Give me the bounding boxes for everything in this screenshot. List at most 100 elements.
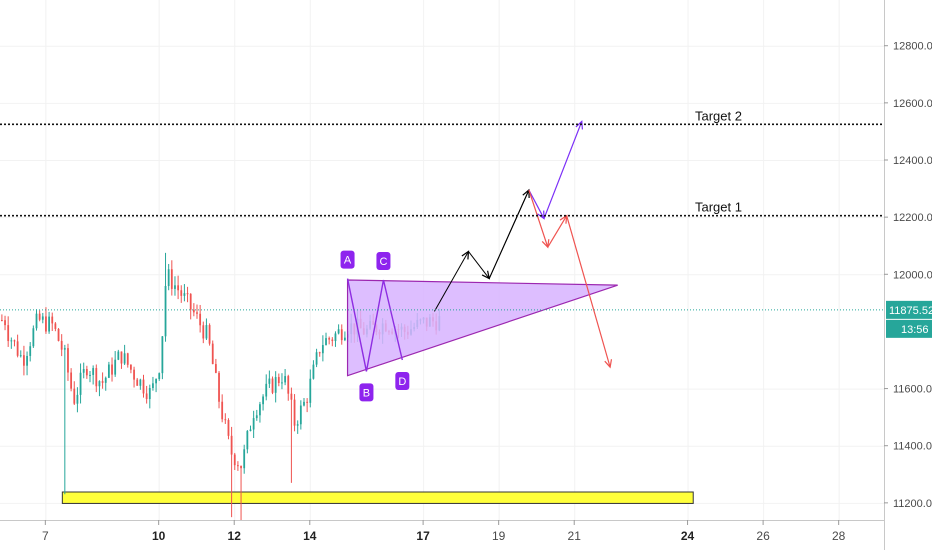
support-zone-rect [61, 491, 694, 504]
pattern-point-badges: A B C D [340, 250, 410, 402]
pattern-badge-c [376, 252, 391, 270]
candle-body [202, 325, 205, 339]
candle-body [7, 325, 10, 342]
candle-body [318, 352, 321, 354]
candle-body [136, 379, 139, 386]
candle-body [334, 333, 337, 342]
candle-body [284, 376, 287, 383]
pattern-badge-label: D [398, 376, 406, 388]
candle-body [95, 368, 98, 387]
candle-body [221, 401, 224, 420]
price-tick-label: 11400.00 [893, 441, 932, 453]
candle-body [211, 343, 214, 365]
candle-body [19, 355, 22, 357]
candle-body [340, 329, 343, 341]
triangle-shape [346, 279, 618, 377]
candle-body [57, 328, 60, 341]
candle-body [133, 369, 135, 380]
candle-body [82, 369, 85, 373]
candle-body [174, 285, 176, 289]
candle-body [114, 359, 117, 375]
candle-body [26, 355, 28, 366]
candle-body [180, 290, 183, 296]
pattern-badge-d [395, 372, 410, 390]
abcd-pattern-lines [346, 278, 404, 372]
candle-body [343, 337, 346, 341]
current-price-value: 11875.52 [889, 305, 932, 317]
candle-body [38, 313, 41, 320]
price-tick-label: 11600.00 [893, 384, 932, 396]
countdown-box [886, 319, 932, 338]
candle-body [126, 353, 129, 365]
axes [0, 0, 885, 550]
candle-body [148, 388, 151, 400]
breakout-segment [468, 251, 490, 279]
time-tick-label: 28 [832, 529, 846, 543]
candle-body [243, 449, 246, 469]
projection-paths [434, 120, 613, 369]
candle-body [337, 329, 340, 334]
candle-body [120, 351, 123, 364]
candle-body [117, 351, 120, 360]
candle-body [259, 404, 261, 416]
candle-body [186, 293, 189, 295]
candle-body [111, 364, 113, 375]
candle-body [271, 378, 274, 393]
bull-segment [543, 121, 583, 219]
pattern-badge-label: B [363, 387, 370, 399]
time-axis[interactable]: 7 10 12 14 17 19 21 24 26 28 [42, 520, 846, 543]
candle-body [177, 285, 180, 291]
candle-body [312, 364, 315, 379]
candle-body [48, 316, 50, 332]
triangle-pattern [346, 279, 618, 377]
candle-body [290, 393, 293, 400]
pattern-badge-label: A [344, 255, 352, 267]
candle-body [167, 269, 170, 287]
price-tick-label: 12000.00 [893, 269, 932, 281]
candle-body [76, 394, 79, 404]
candle-body [224, 419, 227, 421]
candle-body [123, 353, 126, 364]
time-tick-label: 10 [152, 529, 166, 543]
price-axis[interactable]: 12800.00 12600.00 12400.00 12200.00 12000.00… [884, 41, 932, 510]
candle-body [274, 377, 277, 393]
candle-body [268, 378, 271, 384]
candle-body [23, 355, 25, 366]
candle-body [233, 454, 236, 466]
breakout-segment [488, 189, 530, 279]
candle-body [303, 401, 305, 406]
arrowhead [604, 359, 613, 369]
pattern-badge-label: C [379, 256, 387, 268]
time-tick-label: 14 [303, 529, 317, 543]
candle-body [104, 377, 107, 383]
candle-body [13, 340, 16, 342]
candle-body [328, 338, 331, 340]
time-tick-label: 7 [42, 529, 49, 543]
candle-body [70, 372, 73, 389]
candle-body [63, 348, 66, 350]
price-tick-label: 12600.00 [893, 98, 932, 110]
bear-segment [547, 215, 568, 248]
candle-body [262, 396, 264, 405]
bear-segment [528, 189, 549, 248]
candle-body [237, 465, 239, 467]
pattern-badge-b [359, 383, 374, 402]
candle-body [299, 405, 302, 425]
target-label-2: Target 2 [695, 108, 742, 123]
candle-body [208, 325, 211, 344]
countdown-value: 13:56 [901, 324, 929, 336]
bull-segment [528, 189, 545, 219]
candle-body [196, 312, 198, 314]
pattern-badge-a [340, 250, 355, 269]
candle-body [265, 383, 268, 397]
time-tick-label: 19 [492, 529, 506, 543]
target-label-1: Target 1 [695, 200, 742, 215]
candle-body [35, 313, 38, 329]
candle-body [85, 369, 88, 376]
candle-body [101, 381, 104, 383]
current-price-tag: 11875.52 13:56 [886, 300, 932, 338]
candle-body [89, 374, 91, 376]
candle-body [145, 393, 148, 400]
candle-body [321, 345, 324, 354]
